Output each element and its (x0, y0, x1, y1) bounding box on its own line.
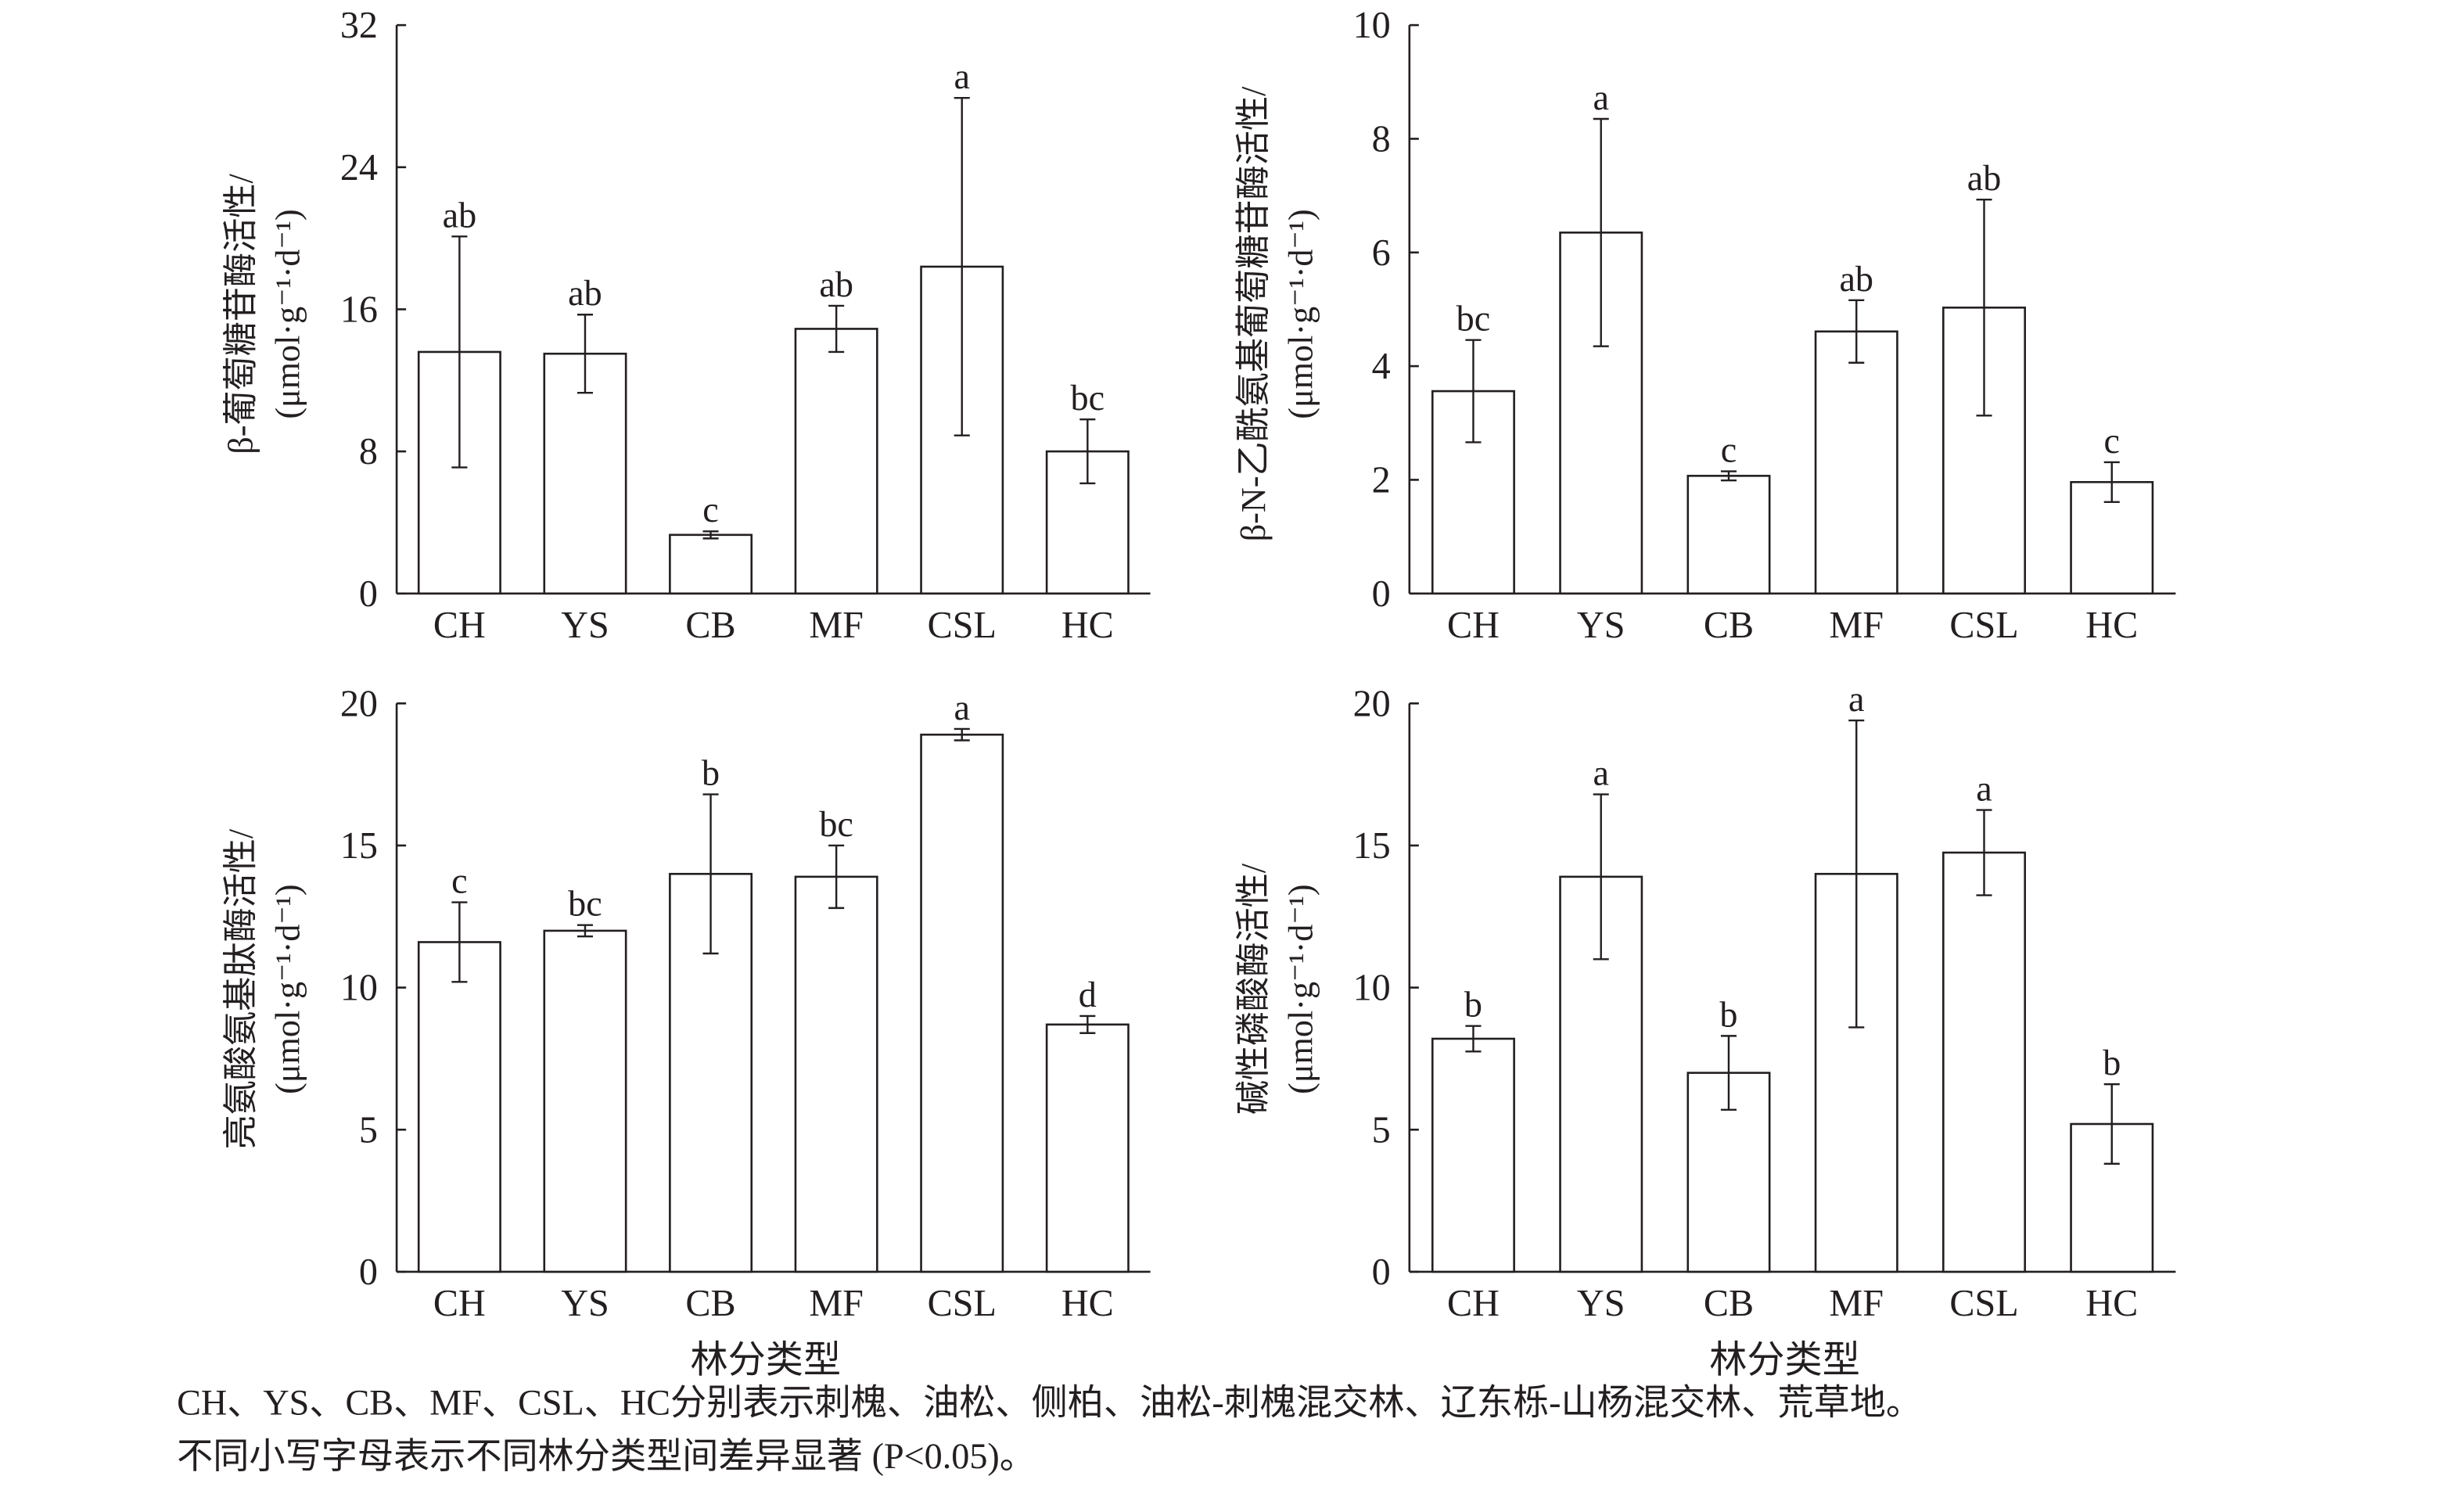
bar (1686, 475, 1771, 595)
significance-letter: c (451, 861, 468, 901)
y-axis-label: (μmol·g⁻¹·d⁻¹) (1281, 884, 1320, 1093)
y-tick-label: 8 (1372, 119, 1391, 160)
bar (794, 875, 878, 1273)
x-tick-label: HC (2085, 1283, 2138, 1324)
significance-letter: a (954, 56, 969, 96)
significance-letter: a (1593, 77, 1609, 117)
x-tick-label: MF (809, 605, 864, 646)
x-tick-label: CB (1704, 605, 1754, 646)
bar (1559, 875, 1643, 1273)
y-axis-label: (μmol·g⁻¹·d⁻¹) (269, 209, 307, 418)
x-tick-label: YS (561, 605, 609, 646)
significance-letter: a (1593, 753, 1609, 793)
significance-letter: c (1721, 429, 1737, 469)
y-axis-label: (μmol·g⁻¹·d⁻¹) (269, 884, 307, 1093)
significance-letter: bc (1071, 378, 1105, 418)
bar (669, 533, 753, 595)
y-tick-label: 4 (1372, 346, 1391, 387)
significance-letter: ab (443, 195, 477, 235)
y-tick-label: 15 (1353, 825, 1391, 867)
bar (920, 733, 1004, 1273)
y-axis-label: β-N-乙酰氨基葡萄糖苷酶活性/ (1234, 86, 1273, 541)
y-axis-label: 碱性磷酸酶活性/ (1234, 863, 1273, 1115)
significance-letter: c (2104, 421, 2121, 461)
bar (669, 872, 753, 1273)
x-tick-label: CB (685, 1283, 735, 1324)
y-tick-label: 5 (1372, 1109, 1391, 1151)
x-tick-label: MF (1829, 605, 1884, 646)
x-tick-label: CSL (1949, 1283, 2018, 1324)
x-tick-label: CH (1447, 1283, 1500, 1324)
y-tick-label: 2 (1372, 459, 1391, 501)
x-tick-label: CSL (928, 1283, 997, 1324)
significance-letter: a (1976, 768, 1992, 808)
y-tick-label: 20 (340, 683, 378, 724)
bar (1814, 330, 1898, 595)
significance-letter: ab (568, 273, 602, 313)
y-axis-label: 亮氨酸氨基肽酶活性/ (221, 828, 260, 1149)
significance-letter: b (702, 753, 720, 793)
bar (417, 941, 501, 1273)
significance-letter: d (1079, 975, 1097, 1014)
chart-panel: 0 8 16 24 32 β-葡萄糖苷酶活性/(μmol·g⁻¹·d⁻¹) ab CH ab YS… (221, 5, 1151, 646)
caption-line: CH、YS、CB、MF、CSL、HC分别表示刺槐、油松、侧柏、油松-刺槐混交林、… (177, 1383, 1922, 1423)
y-axis-label: β-葡萄糖苷酶活性/ (221, 173, 260, 454)
x-tick-label: CH (433, 1283, 486, 1324)
bar (1045, 1023, 1130, 1273)
x-tick-label: YS (1577, 605, 1625, 646)
y-tick-label: 5 (359, 1109, 378, 1151)
significance-letter: bc (1456, 299, 1491, 339)
significance-letter: ab (1839, 259, 1873, 299)
caption-line: 不同小写字母表示不同林分类型间差异显著 (P<0.05)。 (177, 1436, 1036, 1476)
significance-letter: c (702, 490, 719, 530)
chart-panel: 0 5 10 15 20 碱性磷酸酶活性/(μmol·g⁻¹·d⁻¹) b CH a YS b CB a… (1234, 679, 2176, 1381)
x-tick-label: YS (561, 1283, 609, 1324)
x-tick-label: HC (2085, 605, 2138, 646)
y-tick-label: 16 (340, 289, 378, 331)
y-tick-label: 20 (1353, 683, 1391, 724)
significance-letter: ab (1967, 158, 2002, 198)
y-axis-label: (μmol·g⁻¹·d⁻¹) (1281, 209, 1320, 418)
x-tick-label: CB (685, 605, 735, 646)
bar (794, 328, 878, 595)
x-tick-label: CSL (1949, 605, 2018, 646)
y-tick-label: 6 (1372, 232, 1391, 274)
bar (1942, 851, 2027, 1273)
y-tick-label: 15 (340, 825, 378, 867)
y-tick-label: 0 (359, 1251, 378, 1293)
chart-panel: 0 2 4 6 8 10 β-N-乙酰氨基葡萄糖苷酶活性/(μmol·g⁻¹·d⁻¹) bc C… (1234, 5, 2176, 646)
significance-letter: ab (819, 264, 853, 304)
significance-letter: bc (568, 884, 602, 924)
x-tick-label: CH (433, 605, 486, 646)
y-tick-label: 0 (1372, 1251, 1391, 1293)
x-tick-label: HC (1061, 605, 1114, 646)
y-tick-label: 10 (1353, 968, 1391, 1009)
x-axis-label: 林分类型 (1709, 1339, 1860, 1381)
y-tick-label: 32 (340, 5, 378, 46)
x-tick-label: CH (1447, 605, 1500, 646)
bar (1431, 1037, 1515, 1273)
chart-panel: 0 5 10 15 20 亮氨酸氨基肽酶活性/(μmol·g⁻¹·d⁻¹) c CH bc YS b… (221, 683, 1151, 1381)
x-tick-label: MF (1829, 1283, 1884, 1324)
significance-letter: a (954, 688, 969, 727)
x-tick-label: YS (1577, 1283, 1625, 1324)
significance-letter: b (2103, 1043, 2121, 1083)
significance-letter: b (1464, 985, 1482, 1025)
significance-letter: a (1848, 679, 1865, 719)
y-tick-label: 10 (1353, 5, 1391, 46)
x-tick-label: CSL (928, 605, 997, 646)
significance-letter: b (1719, 994, 1737, 1034)
x-tick-label: CB (1704, 1283, 1754, 1324)
y-tick-label: 10 (340, 968, 378, 1009)
significance-letter: bc (819, 804, 853, 844)
x-tick-label: MF (809, 1283, 864, 1324)
y-tick-label: 24 (340, 147, 378, 189)
y-tick-label: 0 (1372, 573, 1391, 615)
y-tick-label: 0 (359, 573, 378, 615)
x-tick-label: HC (1061, 1283, 1114, 1324)
bar (543, 929, 627, 1273)
y-tick-label: 8 (359, 431, 378, 472)
x-axis-label: 林分类型 (691, 1339, 842, 1381)
